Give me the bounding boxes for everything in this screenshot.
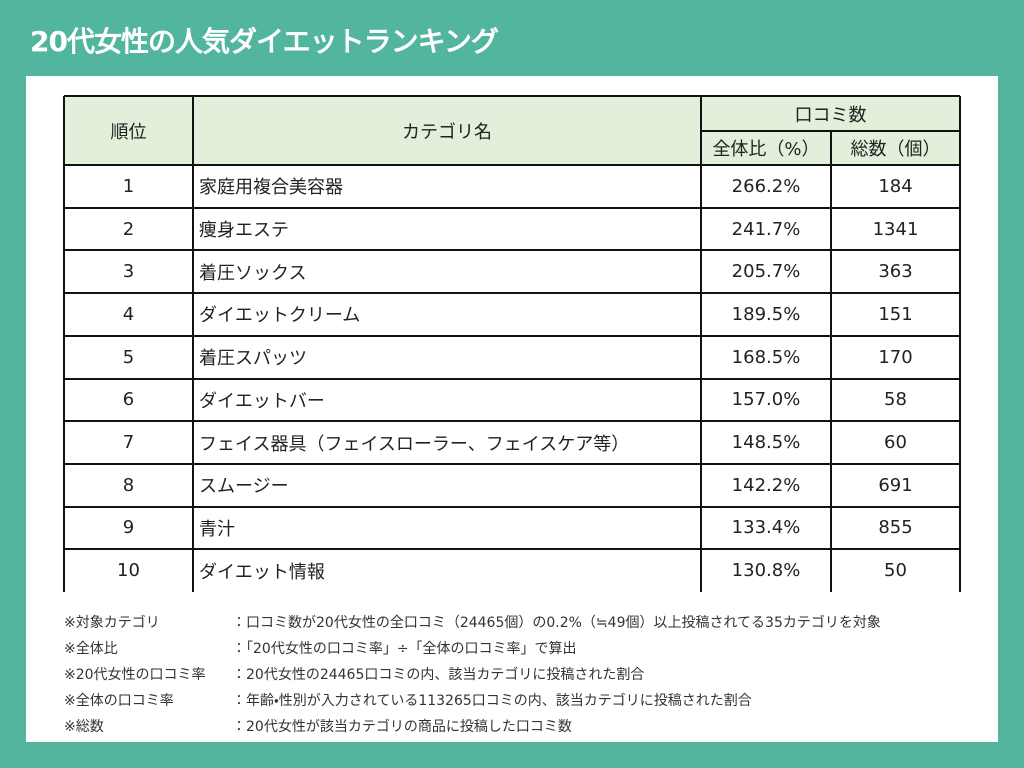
category-cell: 青汁 bbox=[199, 518, 235, 540]
grid-line bbox=[959, 96, 961, 592]
header-cell: 全体比（%） bbox=[701, 131, 831, 165]
grid-line bbox=[830, 131, 832, 592]
total-cell: 151 bbox=[878, 303, 913, 325]
rank-cell: 9 bbox=[122, 517, 135, 539]
rank-cell: 10 bbox=[117, 560, 140, 582]
rank-cell: 5 bbox=[122, 346, 135, 368]
grid-line bbox=[64, 292, 960, 295]
rank-cell: 1 bbox=[122, 175, 135, 197]
note-label: ※全体比 bbox=[64, 641, 118, 657]
note-label: ※総数 bbox=[64, 719, 104, 735]
rank-cell: 7 bbox=[122, 432, 135, 454]
ratio-cell: 241.7% bbox=[731, 218, 801, 240]
grid-line bbox=[64, 548, 960, 551]
category-cell: 痩身エステ bbox=[199, 220, 289, 242]
ratio-cell: 168.5% bbox=[731, 346, 801, 368]
note-text: ：「20代女性の口コミ率」÷「全体の口コミ率」で算出 bbox=[232, 641, 577, 657]
page-title: 20代女性の人気ダイエットランキング bbox=[30, 25, 499, 58]
ratio-cell: 130.8% bbox=[731, 560, 801, 582]
total-cell: 50 bbox=[884, 560, 907, 582]
grid-line bbox=[64, 420, 960, 423]
note-label: ※全体の口コミ率 bbox=[64, 693, 174, 709]
ratio-cell: 205.7% bbox=[731, 261, 801, 283]
ratio-cell: 133.4% bbox=[731, 517, 801, 539]
ratio-cell: 148.5% bbox=[731, 432, 801, 454]
grid-line bbox=[64, 95, 960, 97]
total-cell: 1341 bbox=[872, 218, 919, 240]
ratio-cell: 142.2% bbox=[731, 474, 801, 496]
grid-line bbox=[64, 164, 960, 166]
grid-line bbox=[64, 377, 960, 380]
rank-cell: 6 bbox=[122, 389, 135, 411]
category-cell: ダイエットクリーム bbox=[199, 305, 361, 327]
grid-line bbox=[64, 334, 960, 337]
grid-line bbox=[64, 505, 960, 508]
panel: 順位 カテゴリ名 口コミ数 全体比（%） 総数（個） 1 家庭用複合美容器 266.2% 184… bbox=[26, 76, 998, 742]
note-text: ：20代女性の24465口コミの内、該当カテゴリに投稿された割合 bbox=[232, 667, 645, 683]
note-text: ：年齢・性別が入力されている113265口コミの内、該当カテゴリに投稿された割合 bbox=[232, 693, 752, 709]
total-cell: 58 bbox=[884, 389, 907, 411]
rank-cell: 8 bbox=[122, 474, 135, 496]
category-cell: スムージー bbox=[199, 476, 289, 498]
grid-line bbox=[63, 96, 65, 592]
total-cell: 855 bbox=[878, 517, 913, 539]
ratio-cell: 157.0% bbox=[731, 389, 801, 411]
grid-line bbox=[192, 96, 194, 592]
rank-cell: 3 bbox=[122, 261, 135, 283]
header-cell: 順位 bbox=[64, 96, 193, 165]
grid-line bbox=[64, 249, 960, 252]
note-text: ：口コミ数が20代女性の全口コミ（24465個）の0.2%（≒49個）以上投稿さ… bbox=[232, 615, 881, 631]
grid-line bbox=[700, 96, 702, 592]
ratio-cell: 189.5% bbox=[731, 303, 801, 325]
grid-line bbox=[64, 462, 960, 465]
total-cell: 691 bbox=[878, 474, 913, 496]
total-cell: 184 bbox=[878, 175, 913, 197]
category-cell: ダイエット情報 bbox=[199, 561, 325, 583]
note-text: ：20代女性が該当カテゴリの商品に投稿した口コミ数 bbox=[232, 719, 572, 735]
category-cell: フェイス器具（フェイスローラー、フェイスケア等） bbox=[199, 433, 630, 455]
ratio-cell: 266.2% bbox=[731, 175, 801, 197]
grid-line bbox=[64, 206, 960, 209]
note-label: ※20代女性の口コミ率 bbox=[64, 667, 206, 683]
category-cell: 着圧スパッツ bbox=[199, 348, 307, 370]
header-cell: 総数（個） bbox=[831, 131, 960, 165]
category-cell: 家庭用複合美容器 bbox=[199, 177, 343, 199]
note-label: ※対象カテゴリ bbox=[64, 615, 160, 631]
total-cell: 170 bbox=[878, 346, 913, 368]
total-cell: 363 bbox=[878, 261, 913, 283]
category-cell: ダイエットバー bbox=[199, 390, 325, 412]
header-cell: 口コミ数 bbox=[701, 96, 960, 131]
header-cell: カテゴリ名 bbox=[193, 96, 701, 165]
total-cell: 60 bbox=[884, 432, 907, 454]
rank-cell: 2 bbox=[122, 218, 135, 240]
rank-cell: 4 bbox=[122, 303, 135, 325]
category-cell: 着圧ソックス bbox=[199, 262, 307, 284]
